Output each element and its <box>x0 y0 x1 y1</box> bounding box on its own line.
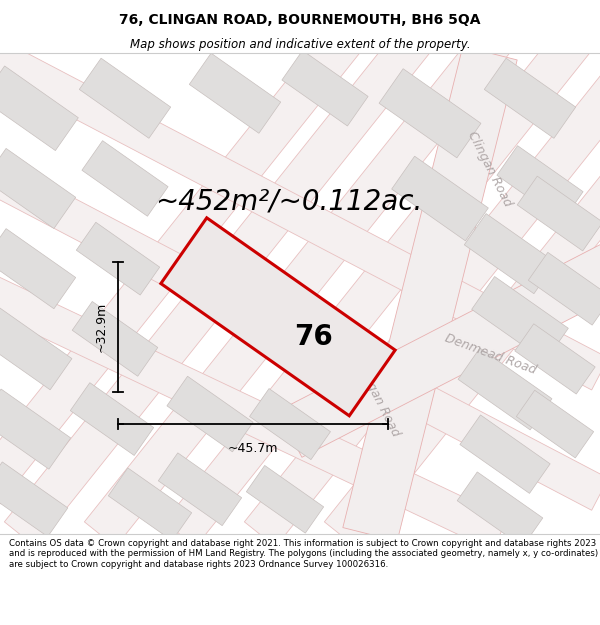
Polygon shape <box>4 21 436 547</box>
Polygon shape <box>517 390 593 458</box>
Polygon shape <box>0 148 76 229</box>
Polygon shape <box>529 253 600 325</box>
Polygon shape <box>0 258 508 551</box>
Polygon shape <box>189 53 281 133</box>
Polygon shape <box>457 472 543 547</box>
Text: Map shows position and indicative extent of the property.: Map shows position and indicative extent… <box>130 38 470 51</box>
Text: Clingan Road: Clingan Road <box>466 129 515 208</box>
Polygon shape <box>464 214 556 294</box>
Polygon shape <box>0 66 79 151</box>
Polygon shape <box>0 308 72 390</box>
Polygon shape <box>278 241 600 458</box>
Text: Denmead Road: Denmead Road <box>442 331 538 376</box>
Polygon shape <box>70 382 154 456</box>
Text: ~32.9m: ~32.9m <box>95 302 108 352</box>
Polygon shape <box>460 415 550 493</box>
Polygon shape <box>0 462 68 537</box>
Polygon shape <box>167 376 253 452</box>
Polygon shape <box>82 141 168 216</box>
Polygon shape <box>497 146 583 221</box>
Polygon shape <box>109 468 191 541</box>
Polygon shape <box>458 348 552 430</box>
Polygon shape <box>164 21 596 547</box>
Polygon shape <box>484 58 576 138</box>
Text: Contains OS data © Crown copyright and database right 2021. This information is : Contains OS data © Crown copyright and d… <box>9 539 598 569</box>
Polygon shape <box>79 58 171 138</box>
Polygon shape <box>343 46 517 541</box>
Polygon shape <box>0 21 365 547</box>
Polygon shape <box>0 229 76 309</box>
Polygon shape <box>515 324 595 394</box>
Polygon shape <box>72 301 158 376</box>
Polygon shape <box>0 389 71 469</box>
Polygon shape <box>517 176 600 251</box>
Polygon shape <box>161 218 395 416</box>
Polygon shape <box>325 21 600 547</box>
Text: 76: 76 <box>293 323 332 351</box>
Polygon shape <box>158 453 242 526</box>
Polygon shape <box>250 389 331 459</box>
Polygon shape <box>85 21 515 547</box>
Text: ~45.7m: ~45.7m <box>228 442 278 455</box>
Text: 76, CLINGAN ROAD, BOURNEMOUTH, BH6 5QA: 76, CLINGAN ROAD, BOURNEMOUTH, BH6 5QA <box>119 13 481 28</box>
Polygon shape <box>392 156 488 241</box>
Polygon shape <box>244 21 600 547</box>
Polygon shape <box>0 138 600 510</box>
Polygon shape <box>379 69 481 158</box>
Text: ~452m²/~0.112ac.: ~452m²/~0.112ac. <box>155 188 422 216</box>
Polygon shape <box>247 466 323 533</box>
Text: Clingan Road: Clingan Road <box>353 359 403 439</box>
Polygon shape <box>472 276 568 361</box>
Polygon shape <box>282 51 368 126</box>
Polygon shape <box>76 222 160 295</box>
Polygon shape <box>0 17 600 390</box>
